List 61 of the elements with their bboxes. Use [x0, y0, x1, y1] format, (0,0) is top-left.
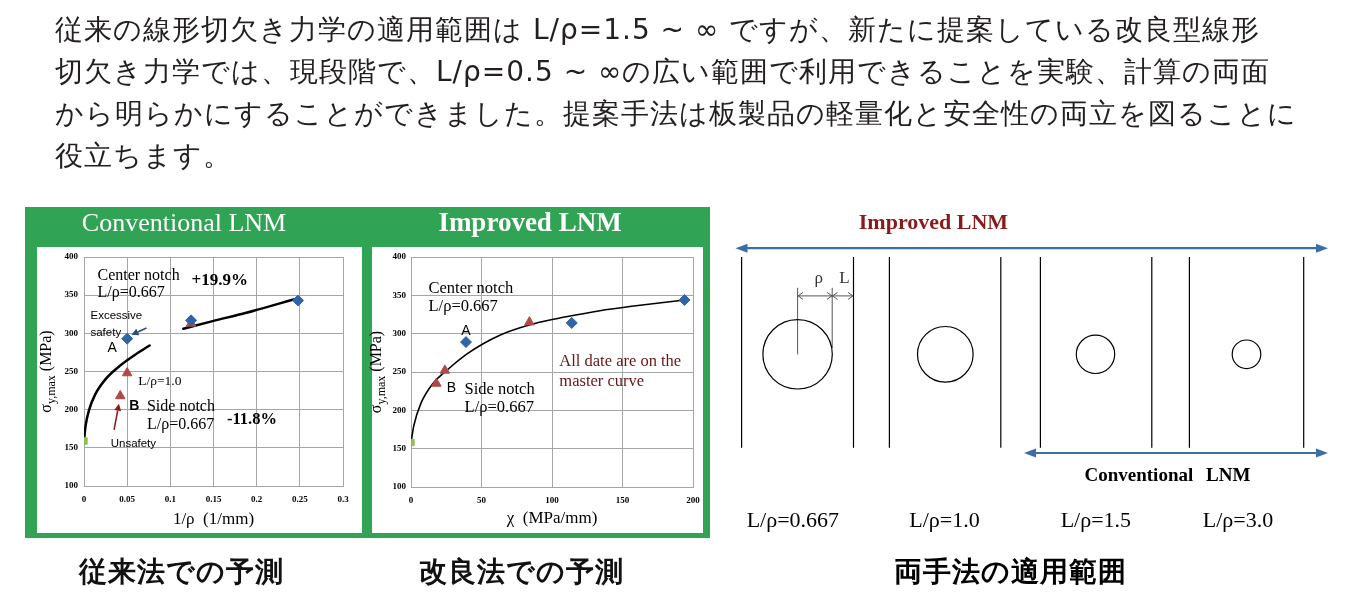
- x-tick-label: 0.05: [119, 493, 136, 504]
- text: L: [839, 268, 850, 288]
- text: L/ρ=3.0: [1202, 506, 1274, 532]
- annotation: All date are on the master curve: [559, 350, 682, 390]
- text: 役立ちます。: [55, 138, 233, 174]
- y-tick-label: 100: [392, 481, 407, 492]
- text: 改良法での予測: [418, 554, 624, 590]
- y-tick-label: 350: [64, 289, 79, 300]
- x-axis-title: χ (MPa/mm): [505, 508, 598, 528]
- annotation: L/ρ=1.0: [138, 372, 182, 388]
- y-tick-label: 300: [392, 327, 407, 338]
- annotation: A: [461, 321, 472, 338]
- annotation: A: [107, 338, 118, 355]
- chart-title: Conventional LNM: [81, 207, 287, 237]
- x-tick-label: 0.15: [205, 493, 222, 504]
- annotation: Unsafety: [110, 437, 157, 450]
- x-tick-label: 0.25: [291, 493, 309, 504]
- y-tick-label: 300: [64, 327, 79, 338]
- x-axis-title: 1/ρ (1/mm): [172, 509, 255, 529]
- text: 従来の線形切欠き力学の適用範囲は L/ρ=1.5 ~ ∞ ですが、新たに提案している改良型線形: [55, 12, 1262, 48]
- x-tick-label: 0.1: [164, 493, 177, 504]
- x-tick-label: 0.3: [337, 493, 350, 504]
- annotation: Side notch L/ρ=0.667: [464, 378, 536, 416]
- y-tick-label: 150: [64, 442, 79, 453]
- x-tick-label: 0.2: [251, 493, 263, 504]
- x-tick-label: 200: [686, 494, 701, 505]
- text: Improved LNM: [858, 208, 1009, 234]
- annotation: B: [446, 378, 457, 395]
- y-tick-label: 100: [64, 480, 79, 491]
- y-tick-label: 150: [392, 442, 407, 453]
- x-tick-label: 0: [408, 494, 414, 505]
- x-tick-label: 50: [477, 494, 487, 505]
- text: 従来法での予測: [78, 554, 284, 590]
- text: L/ρ=1.0: [909, 506, 980, 532]
- chart-title: Improved LNM: [438, 206, 622, 237]
- y-tick-label: 350: [392, 289, 407, 300]
- annotation: B: [129, 396, 140, 413]
- text: L/ρ=0.667: [746, 506, 840, 532]
- y-tick-label: 250: [64, 365, 79, 376]
- annotation: Center notch L/ρ=0.667: [97, 265, 180, 302]
- text: ρ: [814, 268, 824, 288]
- x-tick-label: 100: [545, 494, 560, 505]
- text: L/ρ=1.5: [1060, 506, 1132, 532]
- text: 両手法の適用範囲: [894, 554, 1128, 588]
- text: Conventional LNM: [1084, 463, 1251, 485]
- text: から明らかにすることができました。提案手法は板製品の軽量化と安全性の両立を図ることに: [55, 96, 1297, 132]
- y-tick-label: 400: [392, 251, 407, 262]
- y-tick-label: 200: [64, 403, 79, 414]
- y-tick-label: 250: [392, 366, 407, 377]
- annotation: +19.9%: [191, 270, 248, 290]
- y-axis-title: σy,max (MPa): [367, 330, 388, 414]
- y-tick-label: 400: [64, 251, 79, 262]
- text: 切欠き力学では、現段階で、L/ρ=0.5 ~ ∞の広い範囲で利用できることを実験、計算の両面: [55, 54, 1272, 90]
- x-tick-label: 150: [615, 494, 630, 505]
- annotation: -11.8%: [226, 409, 277, 429]
- annotation: Excessive safety: [90, 309, 143, 338]
- y-tick-label: 200: [392, 404, 407, 415]
- annotation: Center notch L/ρ=0.667: [428, 277, 514, 316]
- y-axis-title: σy,max (MPa): [37, 330, 58, 413]
- x-tick-label: 0: [81, 493, 87, 504]
- annotation: Side notch L/ρ=0.667: [146, 397, 215, 434]
